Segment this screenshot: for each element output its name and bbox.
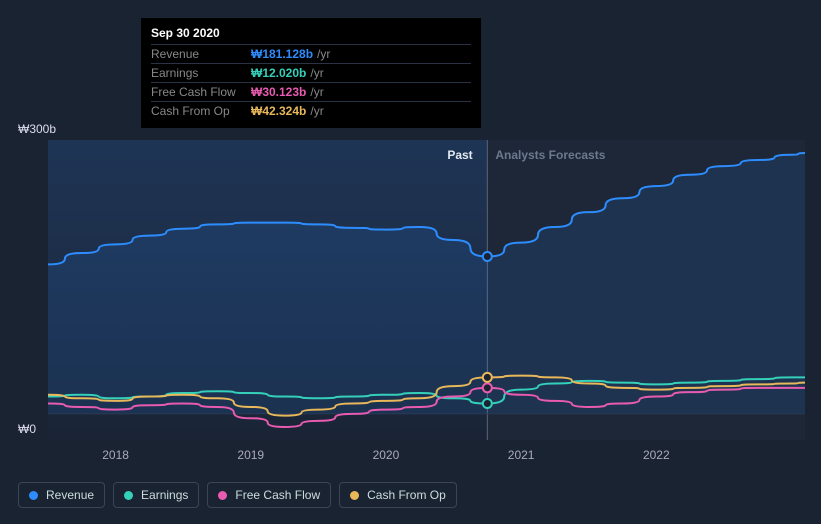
legend-label: Earnings [141, 488, 188, 502]
tooltip-metric-label: Earnings [151, 66, 251, 80]
legend-label: Free Cash Flow [235, 488, 320, 502]
legend-item-revenue[interactable]: Revenue [18, 482, 105, 508]
legend-dot-icon [350, 491, 359, 500]
tooltip-unit: /yr [310, 85, 323, 99]
legend-label: Cash From Op [367, 488, 446, 502]
tooltip-row: Revenue₩181.128b/yr [151, 44, 471, 63]
y-tick-label: ₩0 [18, 422, 36, 436]
legend-dot-icon [218, 491, 227, 500]
tooltip-metric-value: ₩12.020b [251, 66, 306, 80]
x-tick-label: 2019 [237, 448, 264, 462]
tooltip-row: Free Cash Flow₩30.123b/yr [151, 82, 471, 101]
tooltip-metric-value: ₩42.324b [251, 104, 306, 118]
tooltip-row: Cash From Op₩42.324b/yr [151, 101, 471, 120]
legend-item-fcf[interactable]: Free Cash Flow [207, 482, 331, 508]
x-axis: 2018 2019 2020 2021 2022 [48, 448, 805, 468]
tooltip-unit: /yr [310, 104, 323, 118]
legend-dot-icon [124, 491, 133, 500]
tooltip-metric-label: Free Cash Flow [151, 85, 251, 99]
tooltip-metric-value: ₩30.123b [251, 85, 306, 99]
x-tick-label: 2021 [508, 448, 535, 462]
legend: Revenue Earnings Free Cash Flow Cash Fro… [18, 482, 457, 508]
tooltip-unit: /yr [317, 47, 330, 61]
y-tick-label: ₩300b [18, 122, 56, 136]
tooltip-row: Earnings₩12.020b/yr [151, 63, 471, 82]
x-tick-label: 2018 [102, 448, 129, 462]
chart-plot-area[interactable]: Past Analysts Forecasts [48, 140, 805, 440]
x-tick-label: 2022 [643, 448, 670, 462]
tooltip-metric-label: Revenue [151, 47, 251, 61]
chart-tooltip: Sep 30 2020 Revenue₩181.128b/yrEarnings₩… [141, 18, 481, 128]
legend-item-earnings[interactable]: Earnings [113, 482, 199, 508]
tooltip-date: Sep 30 2020 [151, 26, 471, 40]
legend-item-cfo[interactable]: Cash From Op [339, 482, 457, 508]
tooltip-metric-value: ₩181.128b [251, 47, 313, 61]
legend-label: Revenue [46, 488, 94, 502]
tooltip-unit: /yr [310, 66, 323, 80]
x-tick-label: 2020 [373, 448, 400, 462]
chart-svg [48, 140, 805, 440]
legend-dot-icon [29, 491, 38, 500]
tooltip-metric-label: Cash From Op [151, 104, 251, 118]
